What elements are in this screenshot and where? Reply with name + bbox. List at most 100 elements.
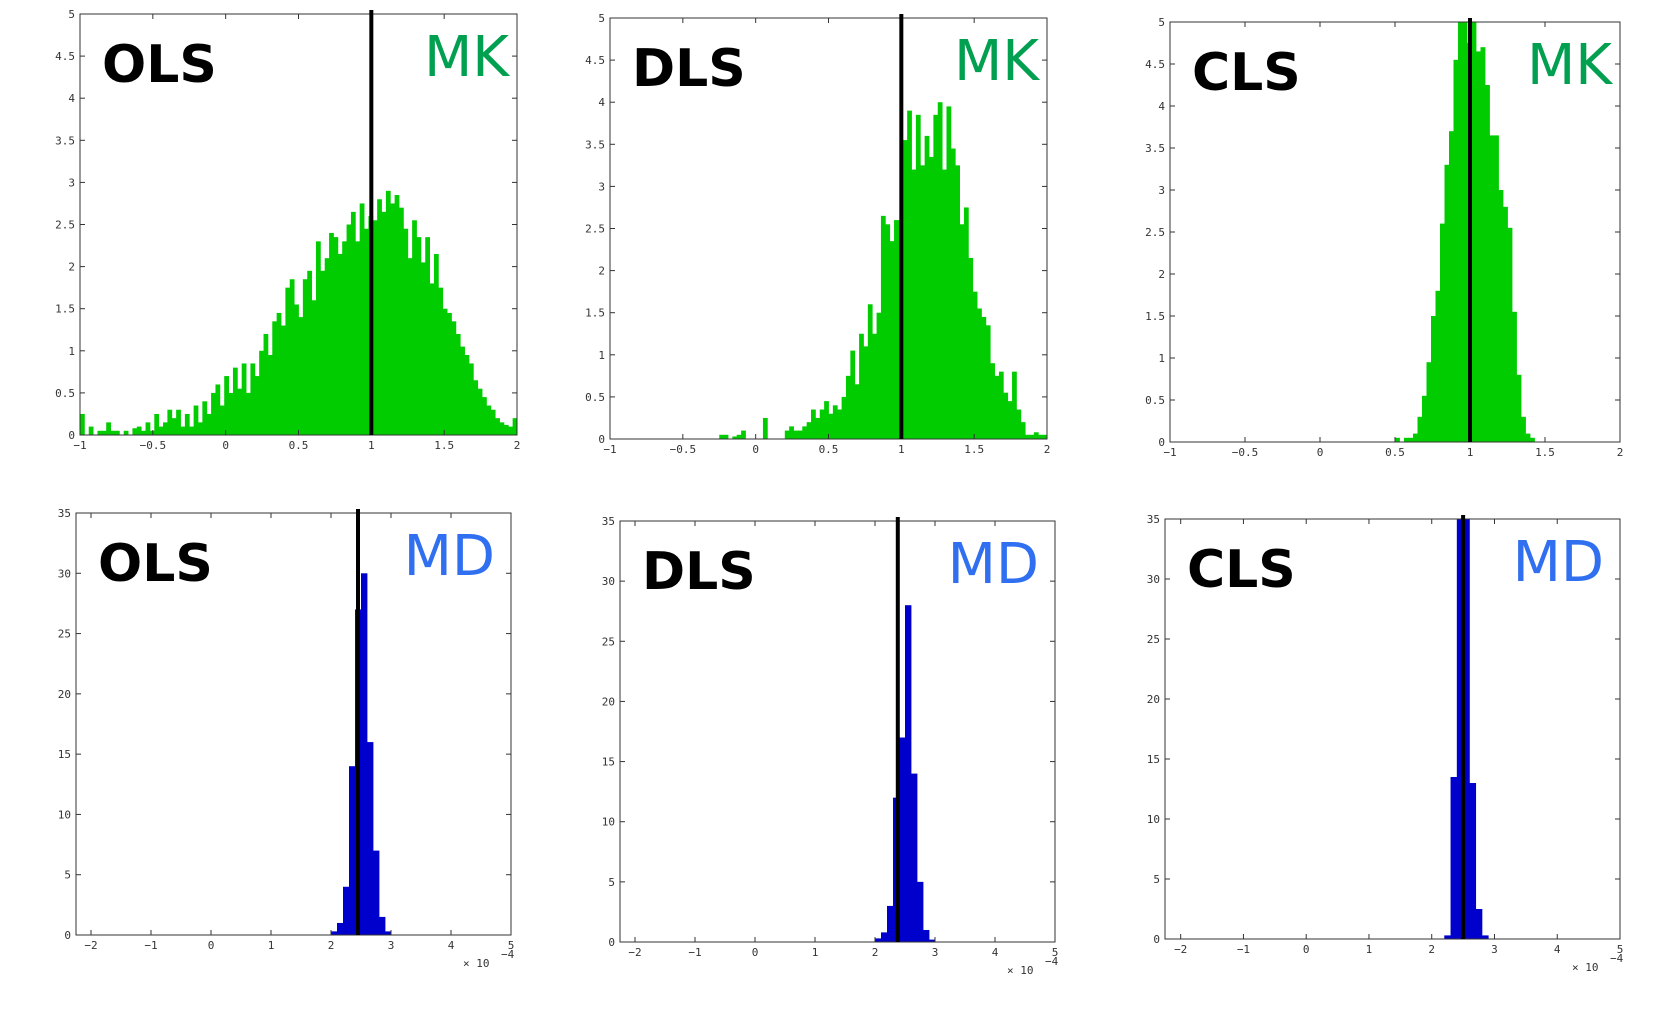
histogram-bar: [460, 346, 465, 435]
histogram-bar: [184, 413, 190, 435]
histogram-bar: [1012, 371, 1017, 439]
panel-dls-md: −2 −1 0 1 2 3 4 5 0 5 10 15 20 25 30 35 DLS MD × 10 −4: [602, 515, 1059, 977]
method-label: CLS: [1192, 43, 1301, 103]
histogram-bar: [850, 350, 856, 439]
histogram-bar: [1431, 316, 1436, 442]
y-tick-label: 0: [608, 936, 615, 949]
histogram-bar: [741, 430, 746, 439]
histogram-bar: [1485, 85, 1490, 442]
y-tick-label: 10: [1147, 813, 1160, 826]
histogram-bar: [959, 224, 965, 439]
histogram-bar: [407, 258, 413, 435]
histogram-bar: [1413, 433, 1418, 442]
histogram-bar: [1453, 59, 1459, 443]
panel-ols-md: −2 −1 0 1 2 3 4 5 0 5 10 15 20 25 30 35 OLS MD × 10 −4: [58, 507, 515, 970]
x-tick-label: −2: [84, 939, 97, 952]
y-tick-label: 1: [68, 345, 75, 358]
histogram-bar: [911, 773, 918, 942]
histogram-bar: [924, 135, 930, 439]
histogram-bar: [499, 422, 505, 435]
histogram-bar: [985, 325, 991, 439]
y-tick-label: 2: [598, 265, 605, 278]
y-tick-label: 5: [1153, 873, 1160, 886]
statistic-label: MD: [1513, 530, 1604, 595]
histogram-bar: [917, 881, 924, 942]
histogram-bar: [828, 413, 834, 439]
x-tick-label: 0.5: [1385, 446, 1405, 459]
y-tick-label: 0.5: [585, 391, 605, 404]
histogram-bar: [1408, 437, 1414, 442]
x-tick-label: 4: [992, 946, 999, 959]
y-tick-label: 20: [602, 695, 615, 708]
histogram-bar: [837, 409, 843, 439]
histogram-bar: [114, 430, 120, 435]
histogram-bar: [263, 333, 269, 435]
y-tick-label: 2.5: [1145, 226, 1165, 239]
y-tick-label: 1.5: [585, 307, 605, 320]
y-tick-label: 1: [598, 349, 605, 362]
histogram-bar: [793, 430, 799, 439]
histogram-bar: [1025, 434, 1030, 439]
histogram-bar: [442, 308, 448, 435]
x-tick-label: 1.5: [964, 443, 984, 456]
histogram-bar: [367, 742, 374, 935]
y-tick-label: 20: [58, 688, 71, 701]
x-tick-label: −1: [688, 946, 701, 959]
histogram-bar: [920, 165, 926, 439]
histogram-bar: [132, 428, 138, 435]
histogram-bar: [149, 430, 155, 435]
histogram-bar: [723, 434, 729, 439]
histogram-bar: [307, 270, 313, 435]
histogram-bar: [403, 228, 409, 435]
histogram-bar: [998, 371, 1004, 439]
y-tick-label: 35: [1147, 513, 1160, 526]
histogram-bar: [241, 363, 247, 435]
histogram-bar: [329, 232, 334, 435]
panel-dls-mk: −1 −0.5 0 0.5 1 1.5 2 0 0.5 1 1.5 2 2.5 3 3.5 4 4.5 5 DLS M…: [585, 12, 1050, 456]
x-tick-label: 0: [222, 439, 229, 452]
statistic-label: MK: [954, 29, 1040, 94]
x-tick-label: 0: [1303, 943, 1310, 956]
y-tick-label: 5: [64, 869, 71, 882]
histogram-bar: [349, 766, 356, 935]
x-tick-label: −2: [1174, 943, 1187, 956]
histogram-bar: [267, 355, 273, 435]
y-tick-label: 15: [602, 756, 615, 769]
plot-frame: [75, 512, 512, 936]
histogram-bar: [320, 270, 326, 435]
histogram-bar: [902, 140, 908, 439]
x-tick-label: −1: [73, 439, 86, 452]
axis-multiplier-exponent: −4: [501, 948, 515, 961]
x-tick-label: 2: [1617, 446, 1624, 459]
histogram-bar: [1516, 374, 1522, 442]
x-tick-label: 2: [1428, 943, 1435, 956]
histogram-bar: [955, 165, 960, 439]
histogram-bar: [1503, 206, 1508, 442]
panel-cls-mk: −1 −0.5 0 0.5 1 1.5 2 0 0.5 1 1.5 2 2.5 3 3.5 4 4.5 5 CLS M…: [1145, 16, 1623, 459]
histogram-bar: [832, 405, 838, 439]
histogram-bar: [929, 156, 934, 439]
histogram-bar: [361, 573, 368, 935]
histogram-bar: [477, 388, 483, 435]
y-tick-label: 5: [68, 8, 75, 21]
histogram-bar: [324, 258, 330, 435]
histogram-bar: [250, 363, 256, 435]
histogram-bar: [429, 283, 435, 435]
histogram-bar: [197, 422, 203, 435]
histogram-bar: [872, 333, 877, 439]
histogram-bar: [276, 312, 282, 435]
histogram-bar: [438, 287, 444, 435]
histogram-bar: [451, 321, 457, 435]
histogram-bar: [281, 325, 286, 435]
histogram-bar: [806, 422, 812, 439]
histogram-bar: [136, 426, 142, 435]
histogram-bar: [854, 384, 860, 439]
x-tick-label: −1: [144, 939, 157, 952]
y-tick-label: 30: [602, 575, 615, 588]
x-tick-label: 5: [1617, 943, 1624, 956]
histogram-bar: [990, 363, 995, 439]
histogram-bar: [1512, 311, 1517, 442]
histogram-bar: [1469, 783, 1477, 939]
histogram-bar: [981, 316, 987, 439]
y-tick-label: 35: [58, 507, 71, 520]
